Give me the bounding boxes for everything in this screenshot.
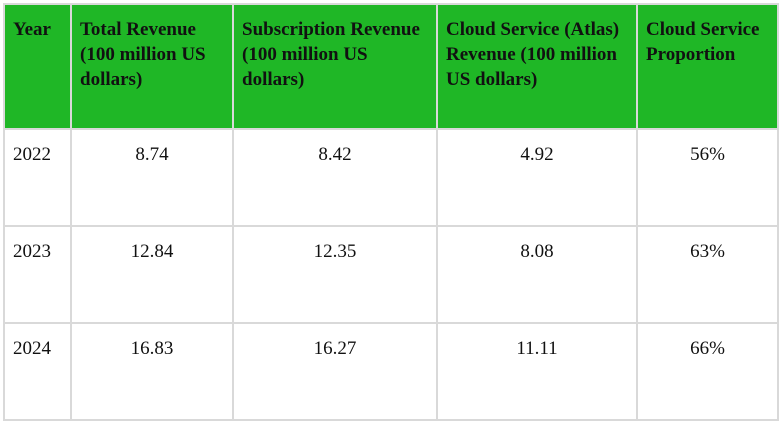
header-year: Year <box>3 3 72 130</box>
cell-cloud-service-revenue: 8.08 <box>436 225 638 324</box>
cell-year: 2024 <box>3 322 72 421</box>
table-row: 2023 12.84 12.35 8.08 63% <box>3 225 779 324</box>
header-cloud-service-proportion: Cloud Service Proportion <box>636 3 779 130</box>
header-cloud-service-revenue: Cloud Service (Atlas) Revenue (100 milli… <box>436 3 638 130</box>
revenue-table: Year Total Revenue (100 million US dolla… <box>3 3 779 421</box>
cell-year: 2023 <box>3 225 72 324</box>
cell-total-revenue: 16.83 <box>70 322 234 421</box>
cell-subscription-revenue: 12.35 <box>232 225 438 324</box>
cell-cloud-service-revenue: 4.92 <box>436 128 638 227</box>
table-header: Year Total Revenue (100 million US dolla… <box>3 3 779 130</box>
table-row: 2024 16.83 16.27 11.11 66% <box>3 322 779 421</box>
header-subscription-revenue: Subscription Revenue (100 million US dol… <box>232 3 438 130</box>
cell-cloud-service-proportion: 66% <box>636 322 779 421</box>
cell-cloud-service-revenue: 11.11 <box>436 322 638 421</box>
cell-subscription-revenue: 16.27 <box>232 322 438 421</box>
table-container: Year Total Revenue (100 million US dolla… <box>3 3 781 421</box>
cell-total-revenue: 8.74 <box>70 128 234 227</box>
table-row: 2022 8.74 8.42 4.92 56% <box>3 128 779 227</box>
header-row: Year Total Revenue (100 million US dolla… <box>3 3 779 130</box>
cell-cloud-service-proportion: 56% <box>636 128 779 227</box>
cell-cloud-service-proportion: 63% <box>636 225 779 324</box>
header-total-revenue: Total Revenue (100 million US dollars) <box>70 3 234 130</box>
cell-subscription-revenue: 8.42 <box>232 128 438 227</box>
cell-total-revenue: 12.84 <box>70 225 234 324</box>
cell-year: 2022 <box>3 128 72 227</box>
table-body: 2022 8.74 8.42 4.92 56% 2023 12.84 12.35… <box>3 128 779 421</box>
